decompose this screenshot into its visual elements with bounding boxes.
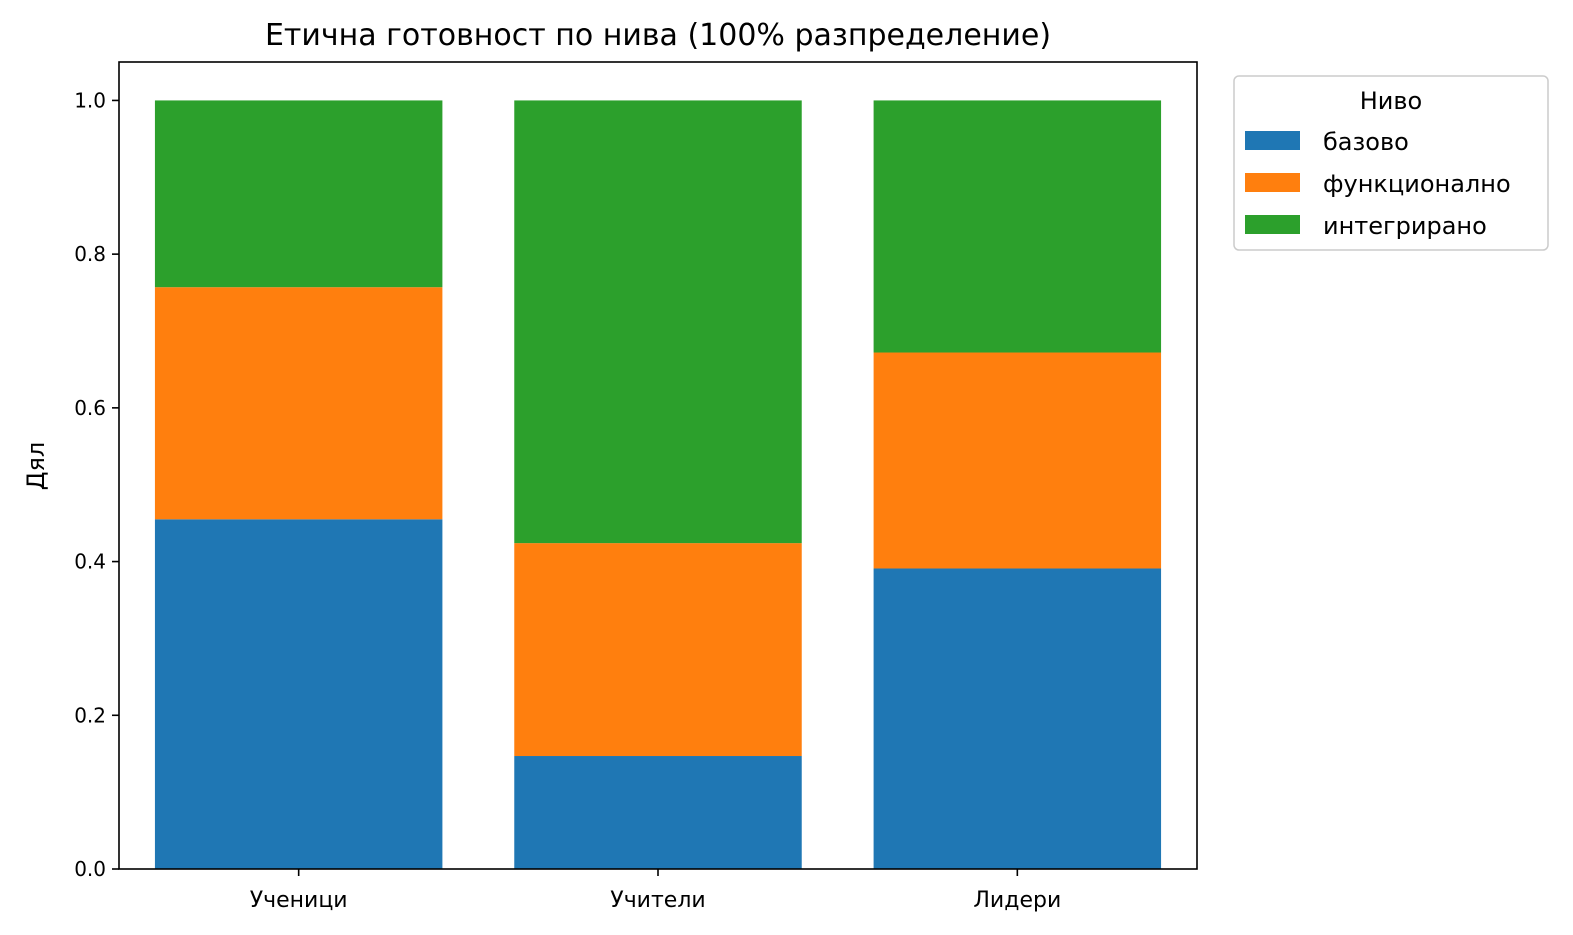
bar-segment-1-1	[154, 519, 443, 869]
plot-area: 0.0 0.2 0.4 0.6 0.8 1.0 Ученици Учители Лидери	[74, 88, 1162, 913]
plot-frame	[118, 61, 1198, 870]
legend-title: Ниво	[1360, 87, 1422, 115]
x-tick-label: Ученици	[250, 888, 348, 913]
legend-label-2: функционално	[1323, 170, 1511, 198]
y-tick-label: 0.6	[74, 396, 106, 420]
bar-segment-1-3	[154, 100, 443, 288]
bar-segment-2-1	[514, 756, 802, 869]
legend-swatch-1	[1245, 131, 1300, 150]
y-axis-label: Дял	[22, 442, 50, 491]
bar-segment-1-2	[154, 287, 443, 520]
y-tick-label: 0.8	[74, 242, 106, 266]
y-tick-label: 1.0	[74, 88, 106, 112]
legend-label-3: интегрирано	[1323, 212, 1487, 240]
bar-segment-2-3	[514, 100, 802, 544]
x-tick-label: Лидери	[973, 888, 1061, 913]
x-tick-label: Учители	[610, 888, 705, 913]
bar-segment-3-1	[873, 568, 1162, 869]
legend-box	[1233, 75, 1549, 251]
y-tick-label: 0.4	[74, 550, 106, 574]
y-tick-label: 0.0	[74, 857, 106, 881]
legend-swatch-3	[1245, 215, 1300, 234]
legend-label-1: базово	[1323, 128, 1409, 156]
legend-swatch-2	[1245, 173, 1300, 192]
bar-segment-3-3	[873, 100, 1162, 353]
chart-title: Етична готовност по нива (100% разпредел…	[265, 18, 1051, 53]
bar-segment-2-2	[514, 543, 802, 757]
y-tick-label: 0.2	[74, 703, 106, 727]
bar-segment-3-2	[873, 352, 1162, 569]
legend: Ниво базово функционално интегрирано	[1233, 75, 1549, 251]
